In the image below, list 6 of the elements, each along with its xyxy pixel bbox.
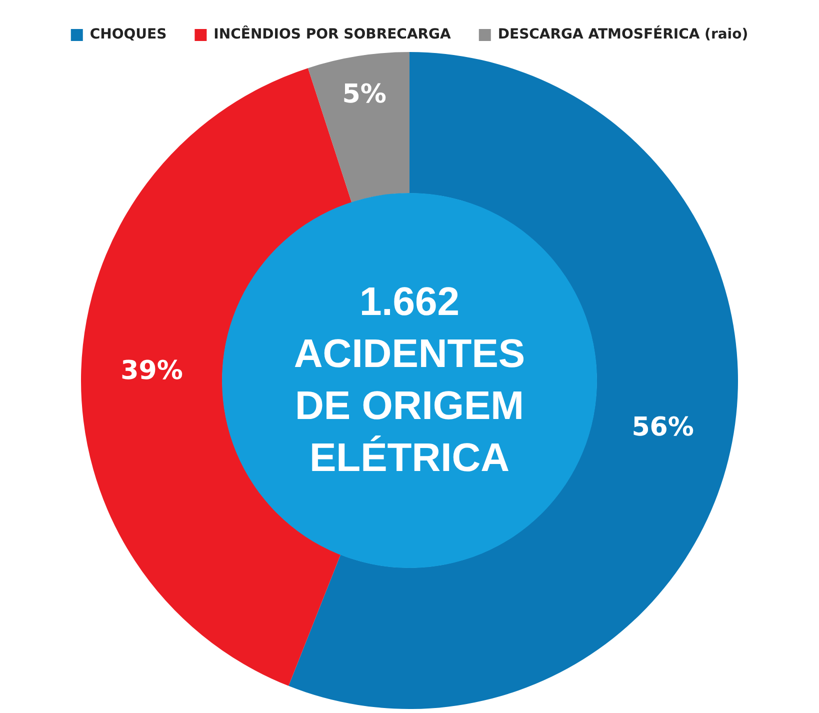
data-label: 39% bbox=[120, 356, 183, 386]
legend-label: INCÊNDIOS POR SOBRECARGA bbox=[214, 26, 452, 43]
legend-label: CHOQUES bbox=[90, 26, 167, 43]
data-label: 5% bbox=[342, 79, 386, 110]
legend-label: DESCARGA ATMOSFÉRICA (raio) bbox=[498, 26, 748, 43]
data-label: 56% bbox=[632, 412, 694, 443]
